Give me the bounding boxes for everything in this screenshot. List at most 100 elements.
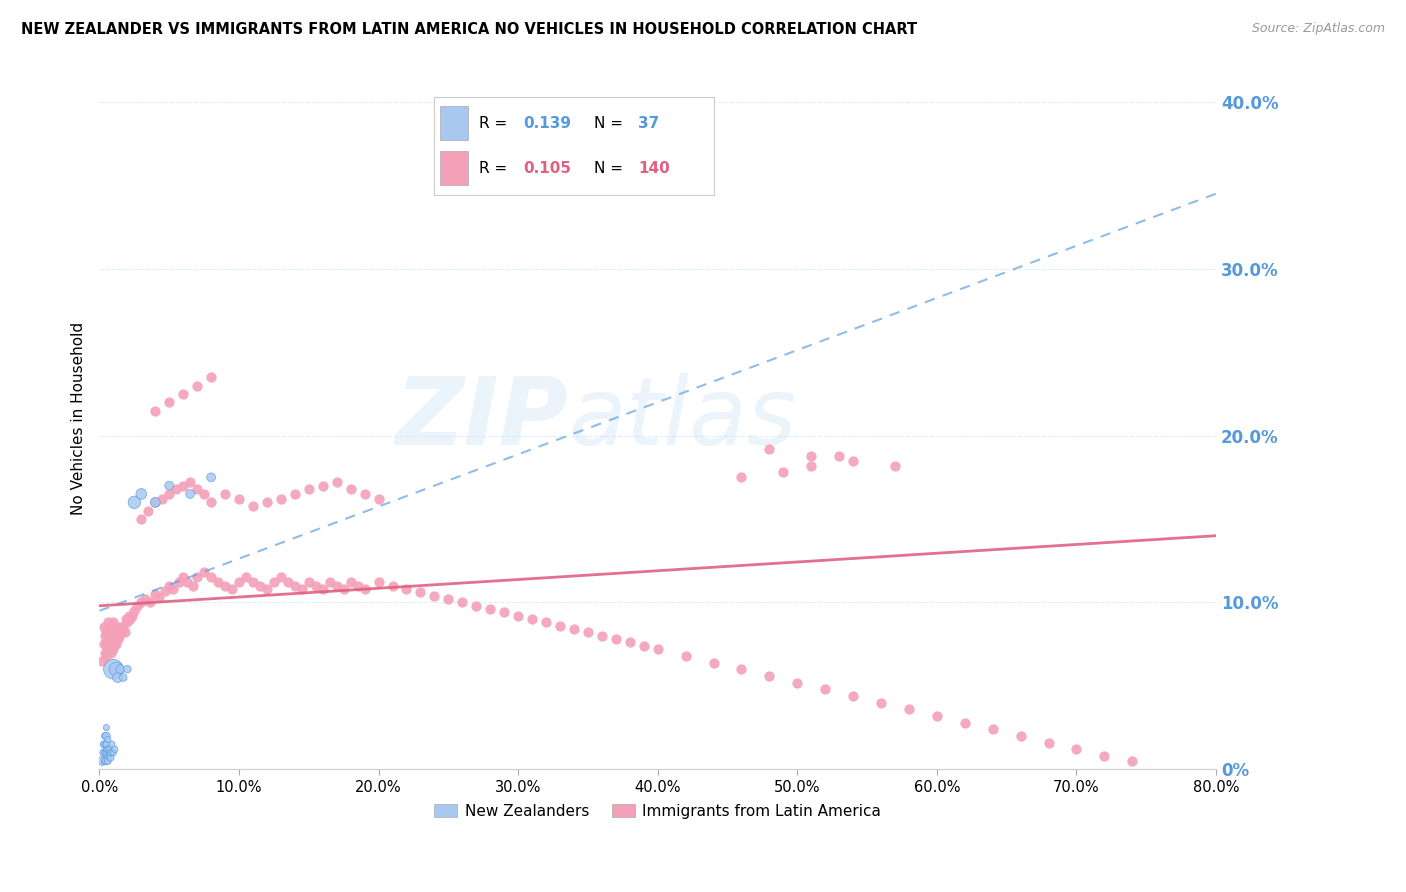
Point [897,702,920,716]
Point [381,579,404,593]
Point [675,648,697,663]
Point [120,612,142,626]
Point [814,682,837,697]
Point [981,723,1004,737]
Point [235,570,257,584]
Point [277,575,299,590]
Point [284,579,307,593]
Point [100,750,122,764]
Point [172,478,194,492]
Point [298,482,321,496]
Point [221,582,243,596]
Point [97,629,120,643]
Point [98,748,121,763]
Point [96,754,118,768]
Point [228,575,250,590]
Point [842,453,865,467]
Point [605,632,627,647]
Point [270,491,292,506]
Point [548,619,571,633]
Point [100,746,122,760]
Point [305,579,328,593]
Point [101,625,124,640]
Point [800,458,823,473]
Text: NEW ZEALANDER VS IMMIGRANTS FROM LATIN AMERICA NO VEHICLES IN HOUSEHOLD CORRELAT: NEW ZEALANDER VS IMMIGRANTS FROM LATIN A… [21,22,917,37]
Point [105,662,128,676]
Point [98,637,121,651]
Point [97,642,120,657]
Point [131,512,153,526]
Point [96,721,118,735]
Point [339,575,361,590]
Point [193,487,215,501]
Point [124,604,146,618]
Point [730,662,752,676]
Point [870,696,893,710]
Point [591,629,613,643]
Text: Source: ZipAtlas.com: Source: ZipAtlas.com [1251,22,1385,36]
Point [97,748,120,763]
Point [758,669,780,683]
Point [200,370,222,384]
Point [437,592,460,607]
Point [93,637,115,651]
Point [284,487,307,501]
Point [94,746,117,760]
Point [172,570,194,584]
Point [179,475,201,490]
Point [207,575,229,590]
Point [423,589,446,603]
Point [1092,748,1115,763]
Point [186,482,208,496]
Point [124,495,146,509]
Point [167,575,190,590]
Point [100,632,122,647]
Point [409,585,432,599]
Point [451,595,474,609]
Point [325,579,347,593]
Legend: New Zealanders, Immigrants from Latin America: New Zealanders, Immigrants from Latin Am… [427,797,887,825]
Point [1066,742,1088,756]
Point [94,629,117,643]
Point [104,742,127,756]
Point [172,387,194,401]
Point [367,575,389,590]
Point [479,602,502,616]
Point [131,595,153,609]
Point [105,637,128,651]
Point [96,729,118,743]
Point [131,487,153,501]
Point [1121,754,1143,768]
Point [150,491,173,506]
Point [730,470,752,484]
Point [157,395,180,409]
Point [534,615,557,630]
Point [94,729,117,743]
Point [157,579,180,593]
Point [138,595,160,609]
Point [162,582,184,596]
Point [619,635,641,649]
Point [103,629,125,643]
Point [312,478,335,492]
Point [884,458,907,473]
Point [96,648,118,663]
Point [100,646,122,660]
Point [395,582,418,596]
Point [179,487,201,501]
Point [97,754,120,768]
Point [193,566,215,580]
Point [353,582,375,596]
Point [91,754,114,768]
Point [186,378,208,392]
Text: ZIP: ZIP [395,373,568,465]
Point [96,746,118,760]
Point [703,656,725,670]
Point [112,671,135,685]
Point [953,715,976,730]
Point [110,620,132,634]
Point [339,482,361,496]
Point [98,742,121,756]
Point [291,582,314,596]
Point [242,499,264,513]
